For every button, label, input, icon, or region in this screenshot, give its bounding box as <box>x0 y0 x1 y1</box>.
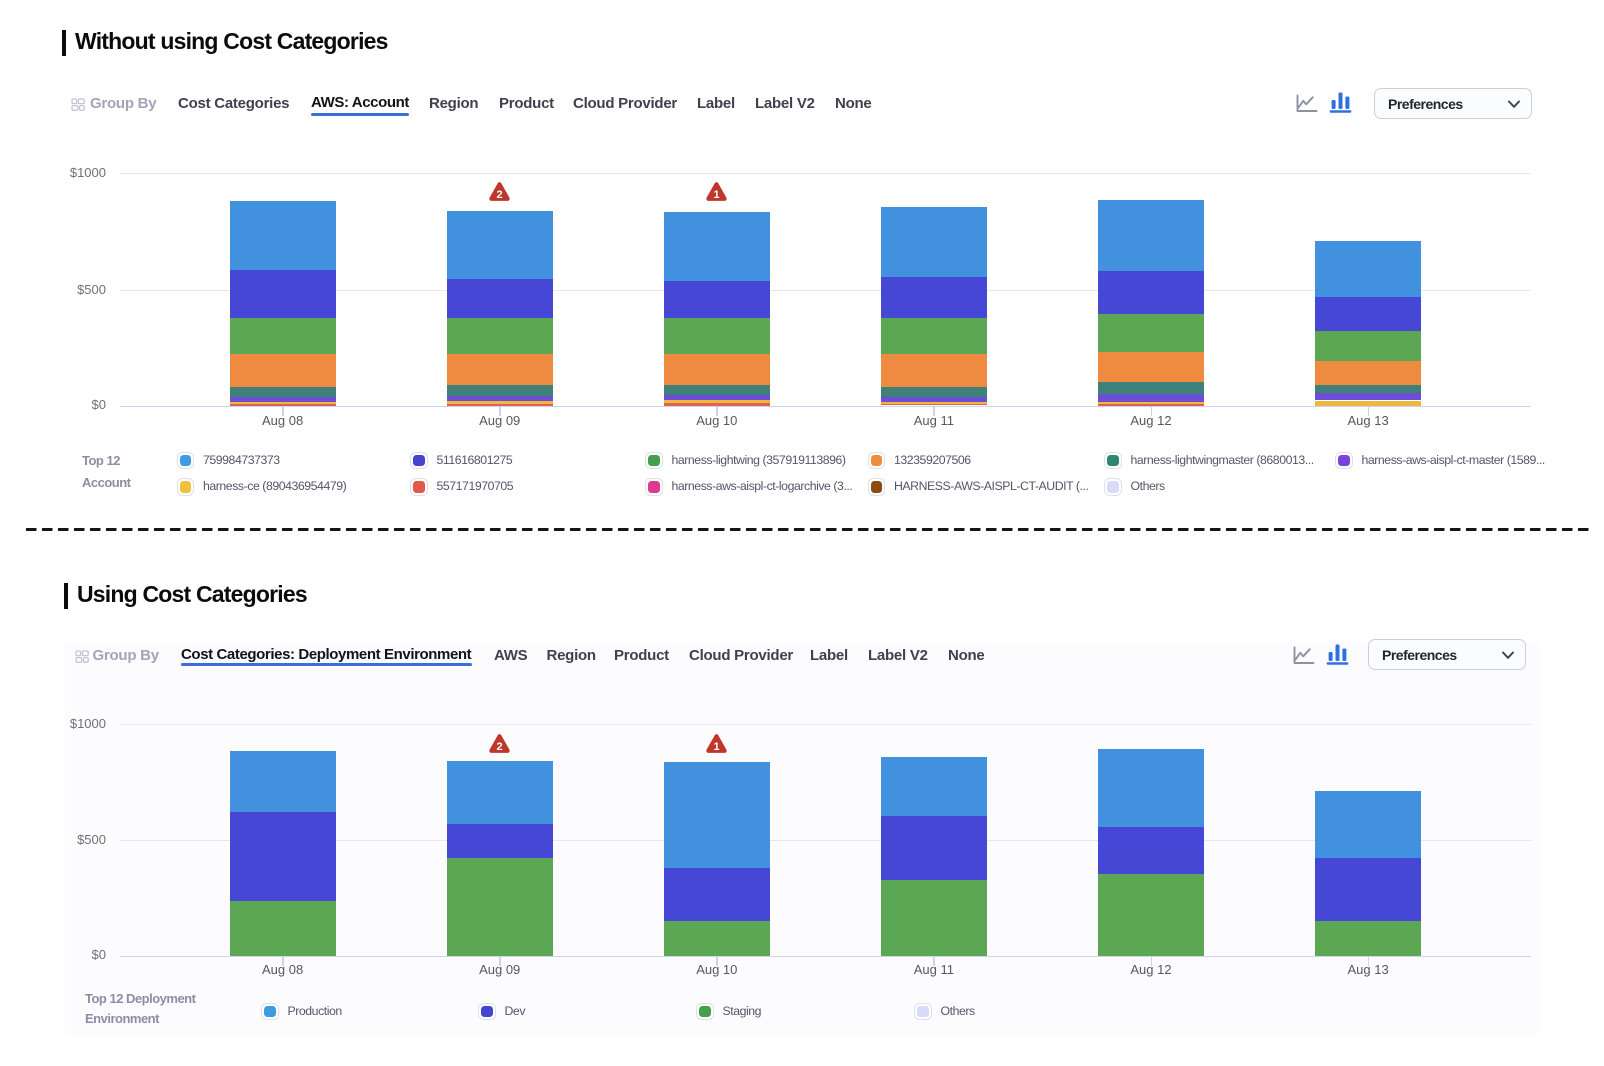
svg-text:2: 2 <box>497 741 503 753</box>
svg-text:2: 2 <box>497 189 503 201</box>
svg-text:1: 1 <box>714 189 720 201</box>
svg-text:1: 1 <box>714 741 720 753</box>
